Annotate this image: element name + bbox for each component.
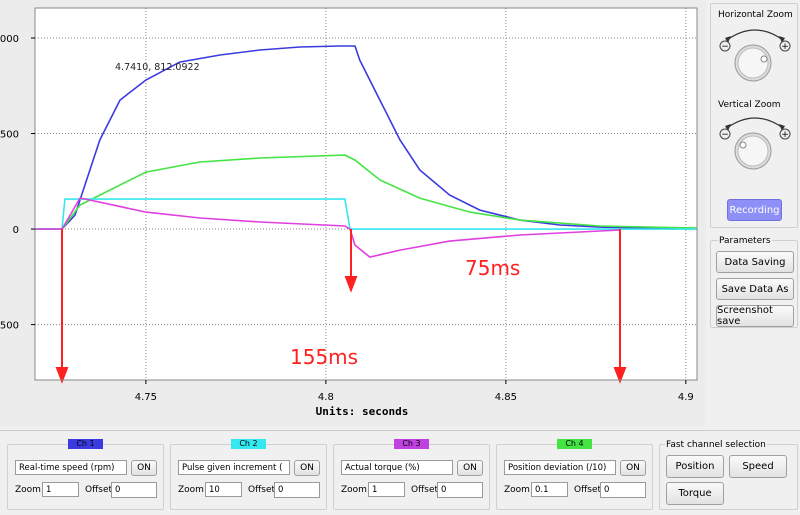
knob[interactable]: − + [719,117,791,170]
x-tick-label: 4.8 [318,392,334,403]
parameter-button[interactable]: Data Saving [716,251,794,273]
parameter-button[interactable]: Screenshot save [716,305,794,327]
y-tick-label: 500 [0,130,19,141]
fast-channel-button[interactable]: Speed [729,455,787,478]
knob[interactable]: − + [719,29,791,82]
fast-channel-title: Fast channel selection [665,440,767,450]
vertical-zoom-label: Vertical Zoom [718,100,781,110]
lines [35,45,698,258]
series-line [35,154,698,230]
svg-text:−: − [721,130,729,140]
arrows [55,229,627,384]
channel-group [7,444,164,510]
parameter-button[interactable]: Save Data As [716,278,794,300]
offset-input[interactable]: 0 [600,482,646,498]
y-tick-label: -500 [0,321,19,332]
arrow-head [613,367,627,384]
offset-input[interactable]: 0 [274,482,320,498]
channel-group [496,444,653,510]
y-tick-label: 0 [13,225,19,236]
signal-select[interactable]: Real-time speed (rpm) [15,460,127,475]
zoom-select[interactable]: 10 [205,482,242,497]
zoom-label: Zoom [178,485,204,495]
x-tick-label: 4.9 [678,392,694,403]
offset-label: Offset [248,485,276,495]
arrow-head [344,276,358,293]
marker-label: 155ms [290,345,358,369]
svg-text:+: + [781,42,789,52]
x-axis-label: Units: seconds [316,405,409,418]
fast-channel-button[interactable]: Torque [666,482,724,505]
arrow-head [55,367,69,384]
offset-label: Offset [411,485,439,495]
signal-select[interactable]: Pulse given increment ( [178,460,290,475]
bottom-frame [0,430,800,515]
plot-frame [34,7,698,381]
marker-label: 75ms [465,256,520,280]
signal-select[interactable]: Position deviation (/10) [504,460,616,475]
svg-text:−: − [721,42,729,52]
zoom-label: Zoom [504,485,530,495]
zoom-label: Zoom [341,485,367,495]
zoom-select[interactable]: 1 [368,482,405,497]
on-button[interactable]: ON [620,460,646,476]
offset-label: Offset [574,485,602,495]
zoom-group [710,3,798,228]
x-tick-label: 4.75 [135,392,157,403]
zoom-label: Zoom [15,485,41,495]
on-button[interactable]: ON [457,460,483,476]
zoom-select[interactable]: 0.1 [531,482,568,497]
annotation: 4.7410, 812.0922 [115,62,200,73]
offset-input[interactable]: 0 [111,482,157,498]
fast-channel-button[interactable]: Position [666,455,724,478]
recording-button[interactable]: Recording [727,199,782,221]
y-tick-label: 1000 [0,34,19,45]
offset-label: Offset [85,485,113,495]
channel-title: Ch 1 [68,439,103,449]
horizontal-zoom-label: Horizontal Zoom [718,10,793,20]
x-tick-label: 4.85 [495,392,517,403]
channel-title: Ch 2 [231,439,266,449]
on-button[interactable]: ON [131,460,157,476]
on-button[interactable]: ON [294,460,320,476]
knobs[interactable]: − + − + [715,22,795,202]
parameters-title: Parameters [718,236,772,246]
series-line [35,197,621,258]
plot-area [35,8,697,380]
channel-group [333,444,490,510]
zoom-select[interactable]: 1 [42,482,79,497]
channel-group [170,444,327,510]
channel-title: Ch 3 [394,439,429,449]
plot-widget: 4.7410, 812.0922 155ms 75ms Units: secon… [0,7,698,418]
svg-text:+: + [781,130,789,140]
signal-select[interactable]: Actual torque (%) [341,460,453,475]
offset-input[interactable]: 0 [437,482,483,498]
channel-title: Ch 4 [557,439,592,449]
